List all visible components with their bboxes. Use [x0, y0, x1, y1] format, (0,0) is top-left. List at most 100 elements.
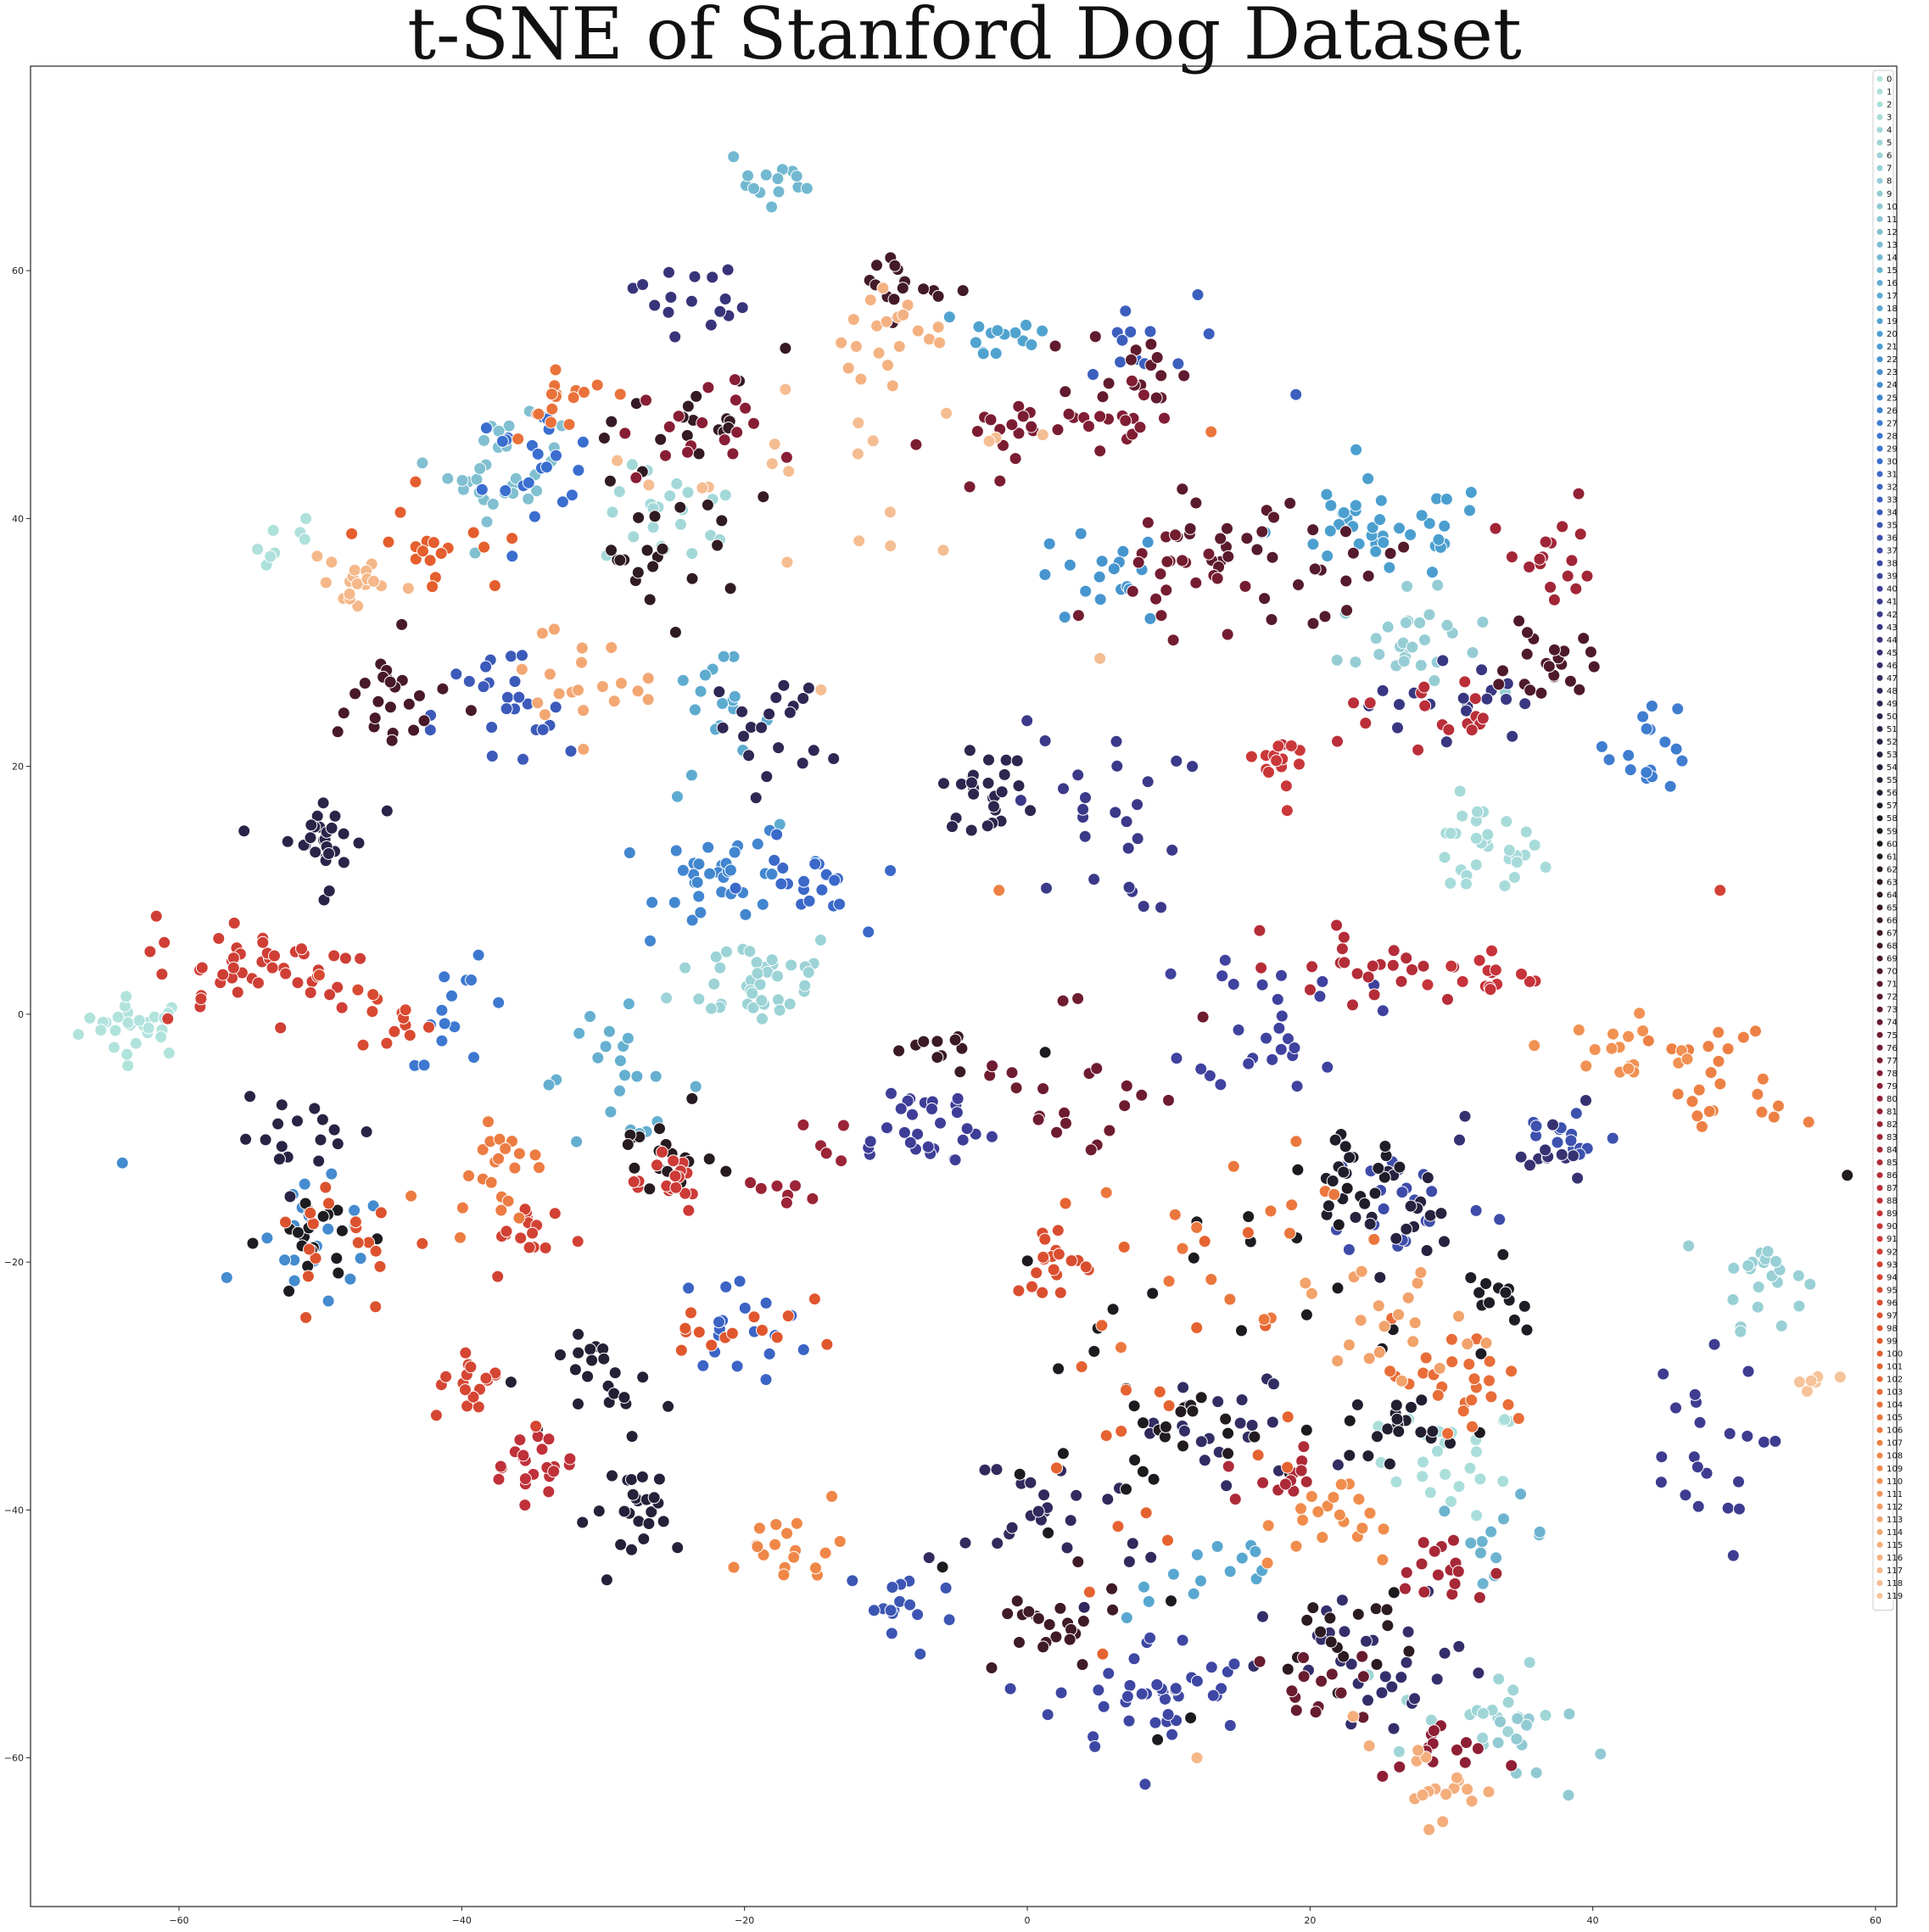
- point-class-86: [1367, 988, 1381, 1002]
- legend-marker: [1876, 1503, 1883, 1510]
- point-class-8: [1373, 648, 1386, 661]
- point-class-20: [1463, 504, 1476, 517]
- point-class-52: [239, 1132, 253, 1146]
- point-class-22: [1074, 527, 1088, 540]
- point-class-36: [1529, 1120, 1543, 1133]
- legend-label: 77: [1887, 1057, 1898, 1066]
- point-class-87: [1363, 696, 1377, 710]
- point-class-118: [851, 447, 864, 461]
- point-class-46: [1472, 1667, 1485, 1680]
- point-class-73: [1102, 377, 1115, 390]
- point-class-64: [603, 474, 617, 488]
- point-class-40: [903, 1136, 917, 1149]
- legend-marker: [1876, 382, 1883, 388]
- x-tick-label: −40: [452, 1915, 472, 1926]
- point-class-3: [1481, 828, 1495, 841]
- point-class-90: [1272, 740, 1285, 753]
- point-class-25: [728, 846, 741, 859]
- legend-marker: [1876, 1439, 1883, 1446]
- point-class-104: [590, 378, 604, 392]
- point-class-0: [129, 1036, 143, 1050]
- point-class-60: [936, 1561, 949, 1574]
- legend-marker: [1876, 496, 1883, 503]
- point-class-52: [308, 1102, 322, 1115]
- point-class-109: [1363, 1506, 1377, 1520]
- y-tick-label: 60: [12, 265, 24, 276]
- point-class-2: [1423, 1486, 1437, 1499]
- point-class-65: [597, 432, 611, 444]
- point-class-90: [1262, 766, 1275, 779]
- point-class-48: [1070, 1488, 1083, 1502]
- point-class-118: [853, 534, 866, 548]
- point-class-69: [337, 706, 350, 720]
- point-class-113: [1452, 1309, 1465, 1323]
- point-class-110: [1633, 1007, 1647, 1020]
- point-class-60: [1300, 1423, 1313, 1437]
- point-class-69: [358, 677, 372, 690]
- point-class-48: [1060, 1541, 1074, 1555]
- point-class-75: [1005, 1066, 1019, 1080]
- point-class-12: [468, 546, 482, 560]
- point-class-76: [1155, 609, 1168, 623]
- point-class-105: [1283, 1226, 1296, 1240]
- legend-marker: [1876, 1490, 1883, 1497]
- point-class-101: [1111, 1520, 1125, 1533]
- point-class-97: [299, 1311, 313, 1324]
- point-class-41: [1693, 1415, 1707, 1429]
- point-class-25: [669, 844, 683, 857]
- point-class-61: [1248, 1430, 1261, 1443]
- point-class-5: [1492, 1672, 1506, 1686]
- point-class-108: [751, 1540, 764, 1554]
- point-class-103: [1462, 1358, 1476, 1371]
- point-class-20: [1432, 533, 1445, 546]
- point-class-114: [614, 677, 628, 690]
- point-class-33: [1191, 288, 1205, 301]
- point-class-40: [948, 1153, 962, 1167]
- point-class-2: [1498, 1413, 1512, 1427]
- legend-marker: [1876, 942, 1883, 949]
- axes-frame: [30, 65, 1898, 1907]
- legend-marker: [1876, 726, 1883, 733]
- legend-marker: [1876, 305, 1883, 312]
- point-class-38: [1223, 1719, 1237, 1732]
- point-class-113: [1331, 1354, 1345, 1368]
- point-class-20: [1373, 513, 1387, 527]
- point-class-46: [1452, 1639, 1466, 1653]
- point-class-103: [1512, 1412, 1525, 1425]
- point-class-4: [612, 485, 626, 499]
- point-class-39: [1255, 978, 1269, 991]
- point-class-41: [1688, 1388, 1702, 1401]
- point-class-19: [976, 347, 990, 360]
- point-class-103: [1505, 1365, 1518, 1378]
- point-class-45: [1453, 1133, 1466, 1147]
- legend-marker: [1876, 1133, 1883, 1140]
- point-class-113: [1354, 1314, 1367, 1327]
- point-class-41: [1657, 1367, 1670, 1381]
- point-class-116: [931, 321, 945, 334]
- point-class-107: [1704, 1066, 1718, 1080]
- point-class-14: [790, 170, 803, 183]
- point-class-115: [1461, 1783, 1474, 1796]
- point-class-72: [1189, 496, 1203, 510]
- point-class-50: [981, 819, 994, 833]
- point-class-8: [1369, 632, 1383, 645]
- point-class-31: [768, 853, 781, 867]
- point-class-97: [373, 1259, 387, 1273]
- point-class-39: [1274, 1042, 1288, 1056]
- legend-label: 10: [1887, 203, 1898, 212]
- point-class-87: [1331, 734, 1344, 748]
- point-class-94: [467, 1390, 480, 1404]
- point-class-103: [1384, 1365, 1397, 1378]
- point-class-119: [1833, 1371, 1847, 1384]
- point-class-49: [737, 729, 751, 743]
- point-class-48: [1126, 1537, 1139, 1550]
- point-class-66: [931, 1051, 944, 1064]
- point-class-30: [495, 434, 509, 448]
- point-class-83: [1556, 520, 1569, 533]
- point-class-56: [1414, 1426, 1428, 1439]
- legend-marker: [1876, 1185, 1883, 1192]
- point-class-98: [747, 1310, 761, 1324]
- point-class-0: [120, 1047, 134, 1061]
- legend-marker: [1876, 522, 1883, 528]
- point-class-63: [1351, 1607, 1365, 1621]
